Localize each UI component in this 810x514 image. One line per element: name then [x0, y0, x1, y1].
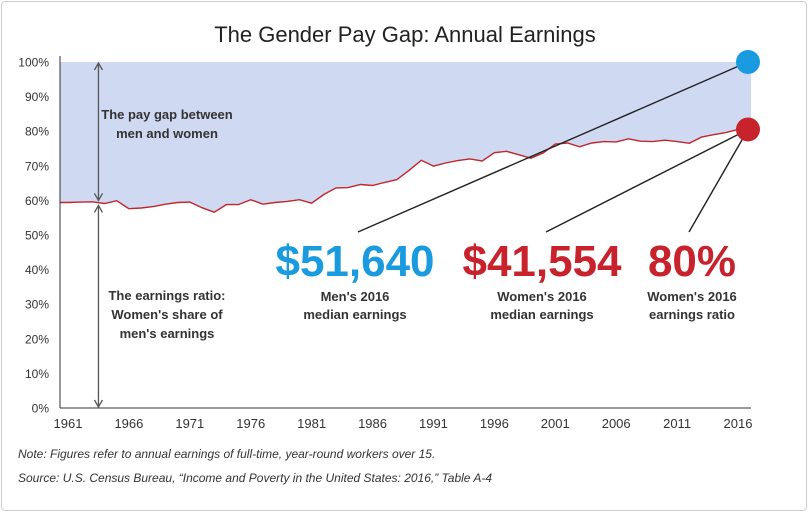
ratio-arrow-head-bottom: [93, 399, 104, 409]
y-tick-label: 10%: [25, 367, 49, 381]
y-tick-label: 0%: [32, 402, 50, 416]
pay-gap-area: [60, 62, 751, 213]
y-tick-label: 40%: [25, 263, 49, 277]
men-value: $51,640: [275, 237, 434, 286]
ratio-label: The earnings ratio:: [108, 288, 225, 303]
y-tick-label: 100%: [18, 56, 49, 70]
y-tick-label: 80%: [25, 125, 49, 139]
men-caption: Men's 2016: [321, 289, 390, 304]
footnote: Note: Figures refer to annual earnings o…: [18, 447, 436, 461]
x-tick-label: 1996: [480, 416, 509, 431]
y-tick-label: 20%: [25, 332, 49, 346]
ratio-pointer-line: [688, 129, 749, 233]
earnings-ratio-line: [60, 128, 751, 213]
gap-arrow-head-top: [93, 61, 104, 71]
women-pointer-line: [545, 128, 749, 233]
ratio-value: 80%: [648, 237, 736, 286]
ratio-label: men's earnings: [120, 326, 215, 341]
source-note: Source: U.S. Census Bureau, “Income and …: [18, 471, 493, 485]
y-tick-label: 70%: [25, 159, 49, 173]
men-pointer-line: [357, 61, 749, 233]
x-tick-label: 1986: [358, 416, 387, 431]
ratio-caption: Women's 2016: [647, 289, 737, 304]
x-tick-label: 1991: [419, 416, 448, 431]
gap-label: men and women: [116, 126, 218, 141]
x-tick-label: 1971: [175, 416, 204, 431]
y-tick-label: 90%: [25, 90, 49, 104]
chart-title: The Gender Pay Gap: Annual Earnings: [214, 22, 596, 47]
men-caption: median earnings: [303, 307, 406, 322]
women-caption: median earnings: [490, 307, 593, 322]
women-value: $41,554: [462, 237, 622, 286]
y-tick-label: 60%: [25, 194, 49, 208]
ratio-arrow-head-top: [93, 204, 104, 213]
x-tick-label: 1961: [54, 416, 83, 431]
x-tick-label: 1981: [297, 416, 326, 431]
x-tick-label: 2006: [602, 416, 631, 431]
women-earnings-dot: [736, 117, 760, 142]
x-tick-label: 1966: [114, 416, 143, 431]
y-tick-label: 30%: [25, 298, 49, 312]
gap-label: The pay gap between: [101, 107, 233, 122]
gap-arrow-head-bottom: [93, 193, 104, 202]
men-earnings-dot: [736, 50, 760, 74]
ratio-caption: earnings ratio: [649, 307, 735, 322]
x-tick-label: 2011: [663, 416, 691, 431]
ratio-label: Women's share of: [111, 307, 223, 322]
x-tick-label: 2001: [541, 416, 570, 431]
x-tick-label: 2016: [724, 416, 753, 431]
y-tick-label: 50%: [25, 229, 49, 243]
women-caption: Women's 2016: [497, 289, 587, 304]
x-tick-label: 1976: [236, 416, 265, 431]
